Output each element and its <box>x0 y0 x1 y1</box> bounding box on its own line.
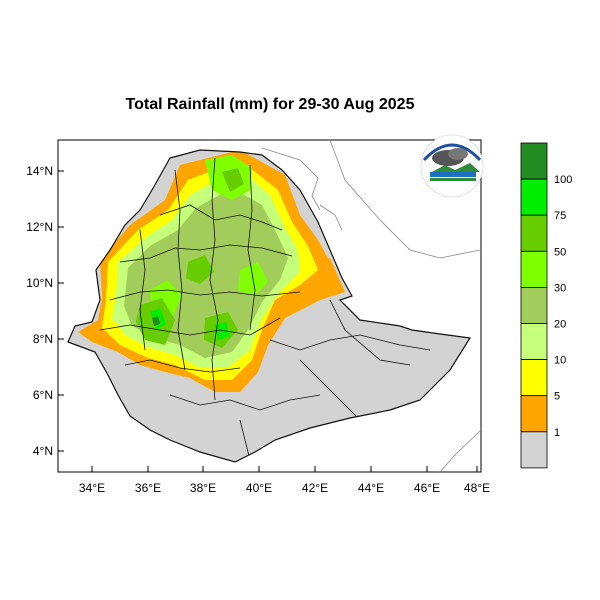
y-tick-label: 10°N <box>26 276 53 290</box>
x-tick-label: 40°E <box>246 481 272 495</box>
y-tick-label: 14°N <box>26 164 53 178</box>
legend-label: 75 <box>554 210 566 222</box>
x-tick-label: 36°E <box>135 481 161 495</box>
legend-swatch <box>520 178 548 216</box>
ethiopian-meteorology-institute-logo <box>420 134 484 198</box>
legend-swatch <box>520 286 548 324</box>
legend-label: 50 <box>554 246 566 258</box>
y-tick-label: 8°N <box>33 332 53 346</box>
legend: 100 75 50 30 20 10 5 1 <box>520 142 572 469</box>
legend-swatch <box>520 250 548 288</box>
x-tick-label: 34°E <box>79 481 105 495</box>
legend-swatch <box>520 395 548 433</box>
x-tick-label: 42°E <box>302 481 328 495</box>
legend-label: 30 <box>554 282 566 294</box>
legend-label: 10 <box>554 355 566 367</box>
x-tick-label: 38°E <box>190 481 216 495</box>
legend-label: 100 <box>554 174 572 186</box>
legend-label: 5 <box>554 391 560 403</box>
legend-swatch <box>520 323 548 360</box>
admin-boundaries <box>99 157 431 461</box>
y-tick-label: 12°N <box>26 220 53 234</box>
x-tick-label: 46°E <box>414 481 440 495</box>
y-tick-label: 4°N <box>33 444 53 458</box>
x-tick-label: 44°E <box>358 481 384 495</box>
legend-swatch <box>520 214 548 252</box>
map-title: Total Rainfall (mm) for 29-30 Aug 2025 <box>125 96 415 113</box>
x-tick-label: 48°E <box>464 481 490 495</box>
rainfall-fields <box>78 150 345 392</box>
legend-swatch <box>520 431 548 469</box>
legend-label: 1 <box>554 427 560 439</box>
axes: 14°N 12°N 10°N 8°N 6°N 4°N 34°E 36°E 38°E 40°E 42°… <box>26 164 490 495</box>
ethiopia-border <box>67 149 472 463</box>
legend-label: 20 <box>554 319 566 331</box>
legend-swatch <box>520 142 548 180</box>
neighbor-borders <box>261 139 482 473</box>
legend-swatch <box>520 359 548 397</box>
y-tick-label: 6°N <box>33 388 53 402</box>
